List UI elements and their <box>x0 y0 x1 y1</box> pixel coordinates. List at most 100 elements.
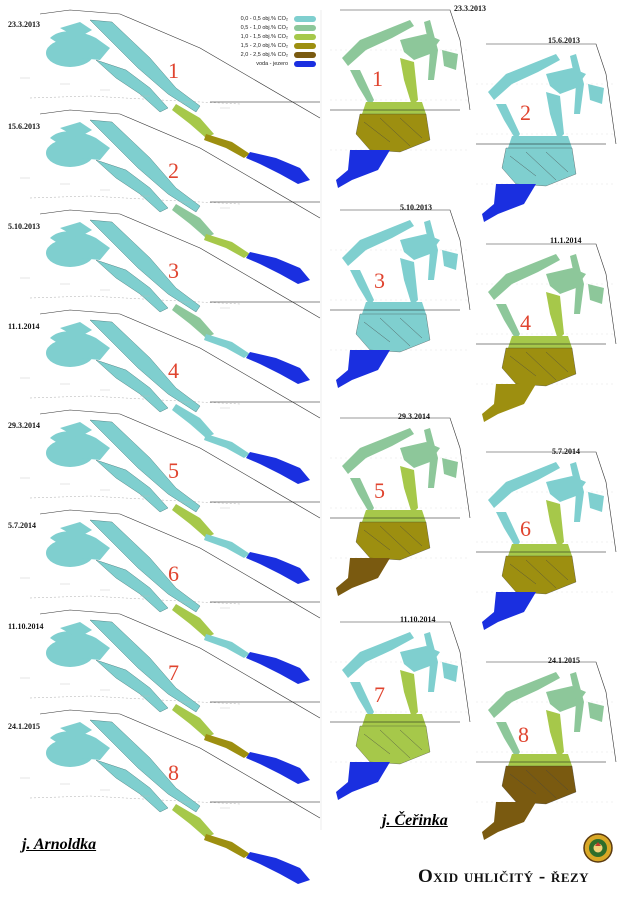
legend-swatch <box>294 33 316 40</box>
cerinka-date-8: 24.1.2015 <box>548 656 580 665</box>
passage <box>95 559 169 613</box>
passage <box>95 59 169 113</box>
passage <box>89 619 201 713</box>
chamber <box>50 731 110 760</box>
cerinka-date-7: 11.10.2014 <box>400 615 436 624</box>
passage-lower <box>172 304 214 338</box>
chamber <box>50 231 110 260</box>
surface-line <box>340 9 471 111</box>
arnoldka-date-8: 24.1.2015 <box>8 722 40 731</box>
chamber <box>50 431 110 460</box>
surface-line <box>39 209 321 319</box>
cerinka-number-2: 2 <box>520 100 531 125</box>
upper-branch <box>342 428 414 474</box>
upper-branch <box>342 220 414 266</box>
surface-line <box>39 309 321 419</box>
lower-chamber <box>355 313 431 353</box>
passage-lower <box>172 104 214 138</box>
chamber-hatch <box>509 769 569 799</box>
surface-line <box>340 621 471 723</box>
arnoldka-date-2: 15.6.2013 <box>8 122 40 131</box>
lower-chamber <box>501 147 577 187</box>
cerinka-sections <box>330 9 617 840</box>
shaft <box>400 58 418 106</box>
surface-line <box>486 243 617 345</box>
ground-line <box>29 295 241 305</box>
upper-branch <box>588 492 604 512</box>
shaft <box>350 270 374 306</box>
gallery <box>362 302 426 314</box>
surface-line <box>39 709 321 819</box>
gallery <box>362 510 426 522</box>
cerinka-date-1: 23.3.2013 <box>454 4 486 13</box>
shaft <box>496 722 520 758</box>
bottom-lake <box>336 350 390 388</box>
upper-branch <box>570 54 584 114</box>
surface-line <box>39 509 321 619</box>
shaft <box>350 682 374 718</box>
legend-item: 2,0 - 2,5 obj.% CO₂ <box>204 50 316 59</box>
arnoldka-section-5 <box>20 409 321 584</box>
legend-swatch <box>294 15 316 22</box>
legend: 0,0 - 0,5 obj.% CO₂ 0,5 - 1,0 obj.% CO₂ … <box>204 14 316 68</box>
surface-line <box>39 409 321 519</box>
chamber-hatch <box>363 525 423 555</box>
cerinka-number-7: 7 <box>374 682 385 707</box>
legend-label: 0,5 - 1,0 obj.% CO₂ <box>240 24 288 31</box>
chamber <box>50 531 110 560</box>
passage-lower <box>204 534 250 558</box>
surface-line <box>340 209 471 311</box>
passage-lower <box>204 334 250 358</box>
cerinka-number-1: 1 <box>372 66 383 91</box>
bottom-lake <box>336 558 390 596</box>
surface-line <box>486 451 617 553</box>
bottom-lake <box>482 592 536 630</box>
passage <box>95 459 169 513</box>
upper-branch <box>488 254 560 300</box>
legend-item: voda - jezero <box>204 59 316 68</box>
legend-label: 2,0 - 2,5 obj.% CO₂ <box>240 51 288 58</box>
arnoldka-number-4: 4 <box>168 358 179 383</box>
shaft <box>400 670 418 718</box>
cerinka-date-6: 5.7.2014 <box>552 447 580 456</box>
passage-lower <box>172 204 214 238</box>
cerinka-section-1 <box>330 9 471 188</box>
shaft <box>350 478 374 514</box>
legend-label: 1,0 - 1,5 obj.% CO₂ <box>240 33 288 40</box>
upper-branch <box>342 20 414 66</box>
upper-branch <box>570 254 584 314</box>
passage <box>60 122 92 138</box>
lake <box>246 852 310 884</box>
chamber <box>50 331 110 360</box>
arnoldka-name: j. Arnoldka <box>22 836 97 853</box>
arnoldka-number-5: 5 <box>168 458 179 483</box>
chamber-hatch <box>363 317 423 347</box>
passage-lower <box>204 234 250 258</box>
chamber-hatch <box>509 151 569 181</box>
legend-item: 1,0 - 1,5 obj.% CO₂ <box>204 32 316 41</box>
arnoldka-section-8 <box>20 709 321 884</box>
lake <box>246 252 310 284</box>
lower-chamber <box>355 521 431 561</box>
legend-label: voda - jezero <box>256 60 288 67</box>
upper-branch <box>424 632 438 692</box>
lake <box>246 752 310 784</box>
chamber <box>50 131 110 160</box>
passage-lower <box>172 604 214 638</box>
arnoldka-date-3: 5.10.2013 <box>8 222 40 231</box>
upper-branch <box>570 672 584 732</box>
passage-lower <box>172 804 214 838</box>
gallery <box>508 754 572 766</box>
passage <box>89 219 201 313</box>
cerinka-section-4 <box>476 243 617 422</box>
upper-branch <box>424 428 438 488</box>
cerinka-section-7 <box>330 621 471 800</box>
cerinka-number-4: 4 <box>520 310 531 335</box>
emblem-logo <box>583 833 613 863</box>
ground-line <box>29 695 241 705</box>
upper-branch <box>424 220 438 280</box>
bottom-lake <box>482 384 536 422</box>
arnoldka-section-4 <box>20 309 321 484</box>
cerinka-section-8 <box>476 661 617 840</box>
arnoldka-number-8: 8 <box>168 760 179 785</box>
